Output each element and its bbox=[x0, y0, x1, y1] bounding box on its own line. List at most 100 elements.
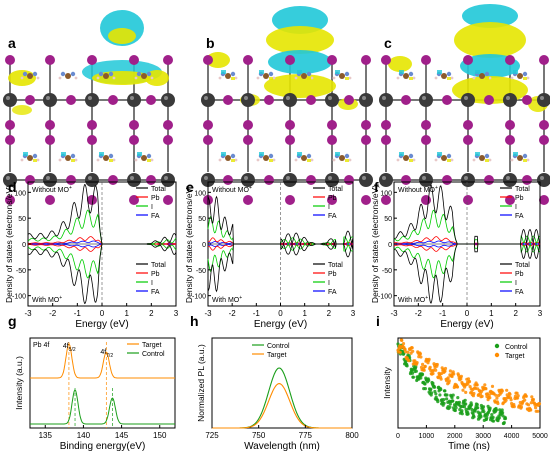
molecule-atom bbox=[403, 73, 409, 79]
molecule-atom bbox=[65, 155, 71, 161]
trpl-point-target bbox=[443, 366, 448, 371]
lead-atom bbox=[127, 93, 141, 107]
iodine-atom bbox=[344, 95, 354, 105]
legend-label: Total bbox=[151, 262, 166, 269]
isosurface-blob bbox=[269, 159, 273, 162]
molecule-atom bbox=[441, 73, 447, 79]
lead-atom bbox=[537, 93, 550, 107]
isosurface-blob bbox=[206, 52, 230, 68]
iodine-atom bbox=[163, 55, 173, 65]
trpl-point-control bbox=[445, 393, 449, 397]
isosurface-blob bbox=[335, 152, 340, 156]
iodine-atom bbox=[25, 175, 35, 185]
lead-atom bbox=[503, 173, 517, 187]
molecule-atom bbox=[510, 158, 514, 162]
trpl-point-control bbox=[494, 408, 498, 412]
y-tick-label: 50 bbox=[18, 216, 26, 223]
structure-panel-c bbox=[379, 4, 550, 205]
x-tick-label: -2 bbox=[229, 309, 237, 318]
molecule-atom bbox=[526, 158, 530, 162]
lead-atom bbox=[461, 93, 475, 107]
x-tick-label: 800 bbox=[345, 431, 359, 440]
x-tick-label: 0 bbox=[465, 309, 470, 318]
lead-atom bbox=[85, 173, 99, 187]
lead-atom-highlight bbox=[6, 176, 10, 180]
trpl-point-target bbox=[428, 365, 432, 369]
trpl-point-target bbox=[455, 385, 460, 389]
lead-atom-highlight bbox=[244, 176, 248, 180]
molecule-atom bbox=[488, 76, 492, 80]
molecule-atom bbox=[517, 73, 523, 79]
molecule-atom bbox=[96, 76, 100, 80]
trpl-point-control bbox=[463, 398, 467, 402]
lead-atom bbox=[379, 93, 393, 107]
iodine-atom bbox=[539, 55, 549, 65]
trpl-point-control bbox=[414, 369, 418, 373]
lead-atom-highlight bbox=[286, 176, 290, 180]
isosurface-blob bbox=[259, 152, 264, 156]
trpl-point-target bbox=[515, 391, 519, 395]
isosurface-blob bbox=[231, 159, 235, 162]
iodine-atom bbox=[401, 175, 411, 185]
molecule-atom bbox=[60, 71, 66, 77]
panel-letter-a: a bbox=[8, 35, 16, 51]
element-label: Pb 4f bbox=[33, 342, 49, 349]
trpl-point-control bbox=[479, 415, 483, 419]
trpl-point-target bbox=[500, 389, 504, 393]
pl-line-control bbox=[212, 367, 352, 429]
trpl-point-control bbox=[475, 403, 479, 407]
lead-atom-highlight bbox=[464, 176, 468, 180]
molecule-atom bbox=[225, 73, 231, 79]
molecule-atom bbox=[150, 76, 154, 80]
without-note: Without MO+ bbox=[398, 185, 438, 194]
molecule-atom bbox=[98, 71, 104, 77]
lead-atom-highlight bbox=[130, 96, 134, 100]
iodine-atom bbox=[108, 175, 118, 185]
molecule-atom bbox=[332, 158, 336, 162]
lead-atom-highlight bbox=[164, 96, 168, 100]
legend-swatch bbox=[494, 352, 500, 358]
isosurface-blob bbox=[345, 159, 349, 162]
molecule-atom bbox=[218, 76, 222, 80]
iodine-atom bbox=[285, 55, 295, 65]
iodine-atom bbox=[87, 195, 97, 205]
molecule-atom bbox=[306, 71, 312, 77]
iodine-atom bbox=[381, 120, 391, 130]
trpl-point-target bbox=[512, 405, 516, 409]
trpl-point-target bbox=[421, 362, 425, 366]
iodine-atom bbox=[203, 55, 213, 65]
lead-atom bbox=[201, 173, 215, 187]
molecule-atom bbox=[103, 155, 109, 161]
iodine-atom bbox=[306, 175, 316, 185]
trpl-point-control bbox=[423, 387, 427, 391]
x-tick-label: 0 bbox=[278, 309, 283, 318]
isosurface-blob bbox=[513, 70, 518, 74]
trpl-point-target bbox=[411, 349, 415, 353]
trpl-point-target bbox=[536, 409, 540, 413]
molecule-atom bbox=[412, 76, 416, 80]
trpl-point-control bbox=[432, 385, 437, 389]
lead-atom-highlight bbox=[46, 176, 50, 180]
panel-letter-e: e bbox=[186, 179, 194, 195]
trpl-point-target bbox=[488, 396, 492, 400]
trpl-point-control bbox=[451, 399, 455, 403]
iodine-atom bbox=[361, 120, 371, 130]
iodine-atom bbox=[129, 120, 139, 130]
molecule-atom bbox=[408, 153, 414, 159]
iodine-atom bbox=[463, 55, 473, 65]
y-axis-label: Normalized PL (a.u.) bbox=[196, 344, 206, 422]
x-tick-label: -3 bbox=[204, 309, 212, 318]
molecule-atom bbox=[20, 158, 24, 162]
trpl-point-control bbox=[497, 416, 501, 420]
molecule-atom bbox=[412, 158, 416, 162]
isosurface-blob bbox=[23, 152, 28, 156]
iodine-atom bbox=[5, 120, 15, 130]
molecule-atom bbox=[446, 153, 452, 159]
trpl-point-target bbox=[447, 379, 451, 383]
trpl-point-control bbox=[460, 412, 464, 416]
x-tick-label: 1 bbox=[302, 309, 307, 318]
lead-atom bbox=[503, 93, 517, 107]
trpl-point-control bbox=[503, 416, 508, 421]
trpl-point-target bbox=[509, 398, 513, 402]
